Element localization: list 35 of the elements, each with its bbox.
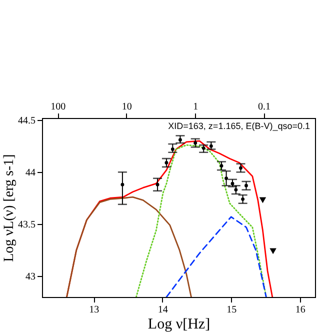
line-series — [136, 144, 267, 297]
x-tick-label: 14 — [158, 304, 168, 316]
x2-tick-label: 1 — [193, 102, 198, 112]
point — [244, 184, 248, 188]
point — [270, 248, 276, 254]
point — [239, 166, 242, 170]
x-tick-label: 15 — [226, 304, 237, 316]
y-tick-label: 44.5 — [18, 116, 36, 127]
point — [234, 188, 238, 192]
point — [120, 182, 124, 186]
point — [220, 164, 224, 168]
point — [259, 197, 266, 204]
point — [178, 138, 182, 142]
y-tick-label: 44 — [26, 168, 36, 179]
point — [170, 147, 174, 151]
point — [241, 197, 245, 201]
point — [230, 182, 234, 186]
y-tick-label: 43.5 — [18, 220, 36, 231]
x-tick-label: 13 — [89, 304, 100, 316]
point — [224, 176, 228, 180]
point — [156, 182, 160, 186]
y-tick-label: 43 — [26, 272, 36, 283]
line-series — [66, 196, 192, 297]
point — [194, 141, 198, 145]
point — [164, 161, 168, 164]
line-series — [166, 216, 267, 297]
x2-tick-label: 0.1 — [258, 102, 271, 112]
x2-tick-label: 10 — [122, 102, 132, 112]
annotation: XID=163, z=1.165, E(B-V)_qso=0.1 — [168, 121, 310, 131]
x2-tick-label: 100 — [50, 102, 66, 112]
point — [209, 144, 213, 148]
y-axis-title: Log νL(ν) [erg s-1] — [2, 154, 17, 262]
x-tick-label: 16 — [295, 304, 306, 316]
x-axis-title: Log ν[Hz] — [148, 316, 210, 332]
point — [202, 146, 206, 150]
